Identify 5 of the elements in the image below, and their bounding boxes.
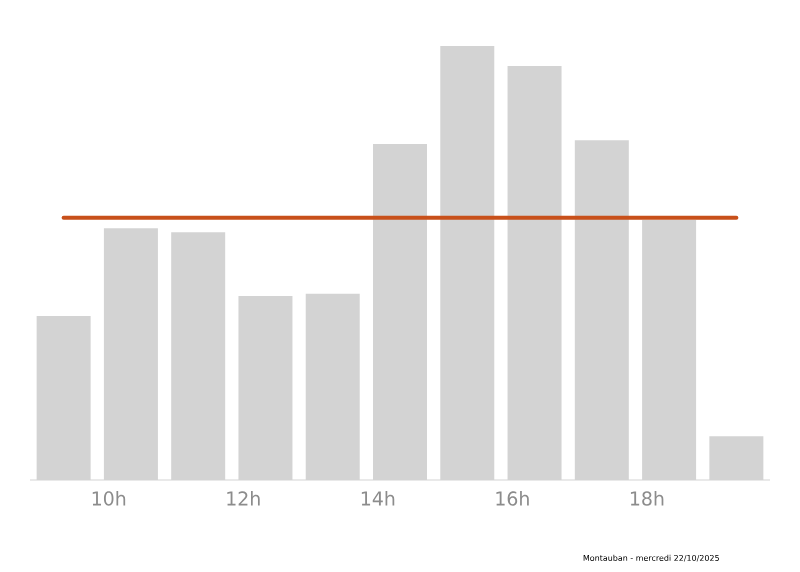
x-tick-label: 16h: [496, 491, 529, 506]
x-tick-label: 14h: [361, 491, 395, 506]
x-tick-label: 18h: [630, 491, 664, 506]
x-tick-label: 12h: [227, 491, 260, 506]
x-tick-label: 10h: [92, 491, 126, 506]
